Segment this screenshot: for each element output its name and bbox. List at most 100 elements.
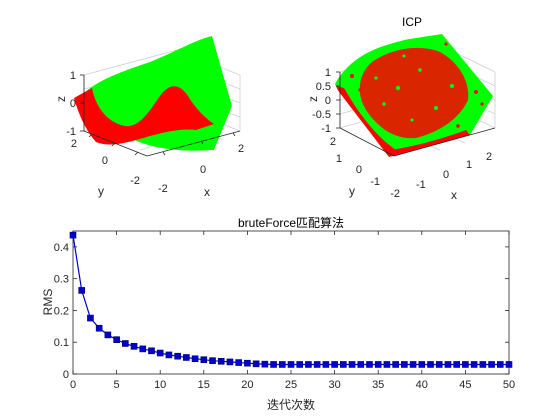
rms-data-point <box>270 361 277 368</box>
x-tick-label: 0 <box>70 379 76 391</box>
rms-data-point <box>87 314 94 322</box>
x-tick-label: 35 <box>372 379 384 391</box>
z-axis-label: z <box>306 96 320 102</box>
x-tick: -2 <box>158 183 168 195</box>
point-cloud-right <box>335 34 493 157</box>
x-tick-label: 5 <box>114 379 120 391</box>
rms-data-point <box>453 361 460 368</box>
z-tick: -0.5 <box>312 109 331 121</box>
y-axis-ticks: 0 0.1 0.2 0.3 0.4 <box>54 242 509 381</box>
x-tick-label: 15 <box>198 379 210 391</box>
rms-data-point <box>200 356 208 364</box>
rms-data-point <box>252 360 260 368</box>
axes-3d-right <box>336 71 496 157</box>
y-tick: 2 <box>330 136 336 148</box>
rms-data-point <box>156 349 164 357</box>
y-tick-label: 0.4 <box>54 242 69 254</box>
rms-data-point <box>444 361 452 368</box>
y-tick-labels-left: 2 0 -2 <box>71 138 140 187</box>
rms-data-point <box>488 361 495 368</box>
x-tick-label: 30 <box>328 379 340 391</box>
x-tick: 0 <box>200 164 206 176</box>
y-tick: 1 <box>336 153 342 165</box>
rms-data-point <box>305 361 312 368</box>
plot-area <box>72 230 510 375</box>
rms-data-point <box>348 361 356 368</box>
rms-data-point <box>357 361 365 368</box>
rms-data-point <box>331 361 338 368</box>
rms-data-point <box>148 347 155 355</box>
series-source-cloud <box>74 86 214 145</box>
rms-data-point <box>174 352 181 360</box>
y-tick: 2 <box>71 138 77 150</box>
subplot-rms-line: bruteForce匹配算法 0 5 10 15 20 25 30 35 40 45 50 0 0.1… <box>41 215 515 412</box>
x-tick-label: 25 <box>285 379 297 391</box>
z-tick-labels-left: 1 0 -1 <box>66 70 76 138</box>
x-tick-labels-right: -1 0 1 2 <box>416 151 492 191</box>
rms-data-point <box>278 361 286 368</box>
rms-data-point <box>261 360 269 368</box>
x-tick-label: 40 <box>416 379 428 391</box>
y-tick: 0 <box>356 164 362 176</box>
z-tick: 1 <box>325 67 331 79</box>
z-axis-label: z <box>54 96 68 102</box>
y-tick-label: 0.2 <box>54 305 69 317</box>
rms-data-point <box>296 361 304 368</box>
x-tick: -1 <box>416 179 426 191</box>
y-tick-label: 0.3 <box>54 274 69 286</box>
rms-data-point <box>374 361 382 368</box>
x-axis-label: x <box>451 188 457 202</box>
rms-data-point <box>427 361 434 368</box>
x-tick: 1 <box>466 159 472 171</box>
z-tick: 1 <box>70 70 76 82</box>
rms-data-point <box>95 324 103 332</box>
z-tick-labels-right: 1 0.5 0 -0.5 -1 <box>312 67 331 135</box>
rms-data-point <box>401 361 408 368</box>
x-axis-label: 迭代次数 <box>267 397 315 412</box>
rms-data-point <box>139 345 147 353</box>
icp-title: ICP <box>402 15 422 29</box>
x-axis-label: x <box>204 185 210 199</box>
rms-data-point <box>366 361 373 368</box>
rms-data-point <box>78 287 86 294</box>
rms-data-point <box>217 357 225 365</box>
x-tick-label: 20 <box>241 379 253 391</box>
point-cloud-left <box>74 36 232 151</box>
z-tick: -1 <box>321 123 331 135</box>
z-tick: 0 <box>70 98 76 110</box>
rms-data-point <box>313 361 321 368</box>
y-tick: 0 <box>102 155 108 167</box>
rms-data-point <box>130 343 138 350</box>
rms-data-point <box>340 361 347 368</box>
y-axis-label: RMS <box>41 289 55 316</box>
rms-data-point <box>244 359 251 367</box>
x-tick: 2 <box>486 151 492 163</box>
y-tick: -2 <box>390 188 400 200</box>
rms-data-point <box>470 361 478 368</box>
rms-data-point <box>122 340 129 347</box>
y-tick: -2 <box>130 175 140 187</box>
y-tick: -1 <box>370 176 380 188</box>
rms-data-point <box>383 361 391 368</box>
rms-data-point <box>104 331 112 339</box>
y-axis-label: y <box>349 184 355 198</box>
rms-data-point <box>418 361 426 368</box>
z-tick: -1 <box>66 126 76 138</box>
y-tick-label: 0.1 <box>54 337 69 349</box>
rms-data-point <box>287 361 295 368</box>
subplot-3d-original: 1 0 -1 2 0 -2 -2 0 2 z y x <box>54 36 244 199</box>
axes-3d-left <box>80 74 241 157</box>
rms-data-point <box>209 357 216 364</box>
rms-data-point <box>165 351 173 359</box>
y-tick-labels-right: 2 1 0 -1 -2 <box>330 136 400 200</box>
series-source-cloud <box>359 47 469 139</box>
y-tick-label: 0 <box>63 369 69 381</box>
rms-data-point <box>322 361 330 368</box>
rms-data-point <box>409 361 417 368</box>
x-tick: 0 <box>443 169 449 181</box>
rms-data-point <box>392 361 399 368</box>
x-axis-ticks: 0 5 10 15 20 25 30 35 40 45 50 <box>70 231 515 391</box>
rms-data-point <box>505 361 513 368</box>
x-tick-label: 50 <box>503 379 515 391</box>
subplot-3d-icp: ICP <box>306 15 496 202</box>
